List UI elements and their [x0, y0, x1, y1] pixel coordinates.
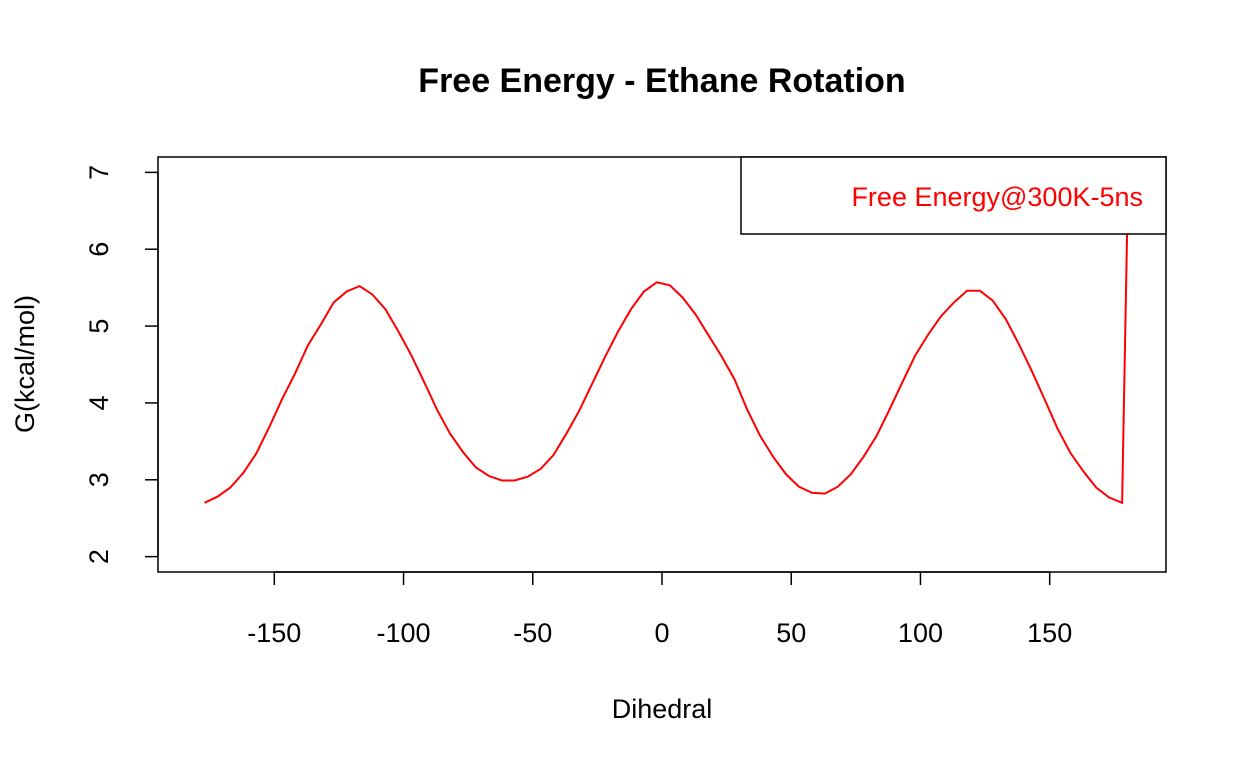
y-tick-label: 6: [84, 242, 114, 257]
y-axis-label: G(kcal/mol): [10, 295, 40, 433]
x-tick-label: -150: [247, 618, 301, 648]
series-layer: [204, 226, 1129, 505]
legend: Free Energy@300K-5ns: [740, 156, 1167, 235]
chart-title: Free Energy - Ethane Rotation: [418, 62, 905, 100]
y-tick-label: 4: [84, 395, 114, 410]
x-tick-label: -100: [377, 618, 431, 648]
y-tick-label: 7: [84, 165, 114, 180]
x-axis-label: Dihedral: [612, 694, 713, 724]
y-tick-label: 3: [84, 472, 114, 487]
x-tick-label: 0: [654, 618, 669, 648]
y-axis: 2 3 4 5 6 7: [84, 165, 159, 564]
x-tick-label: 150: [1027, 618, 1072, 648]
x-tick-label: 100: [898, 618, 943, 648]
x-tick-label: -50: [513, 618, 552, 648]
legend-entry-label: Free Energy@300K-5ns: [851, 182, 1143, 212]
y-tick-label: 5: [84, 319, 114, 334]
series-line-0: [204, 226, 1129, 505]
x-tick-label: 50: [776, 618, 806, 648]
legend-box: [740, 156, 1167, 235]
x-axis: -150 -100 -50 0 50 100 150: [247, 571, 1072, 648]
y-tick-label: 2: [84, 549, 114, 564]
